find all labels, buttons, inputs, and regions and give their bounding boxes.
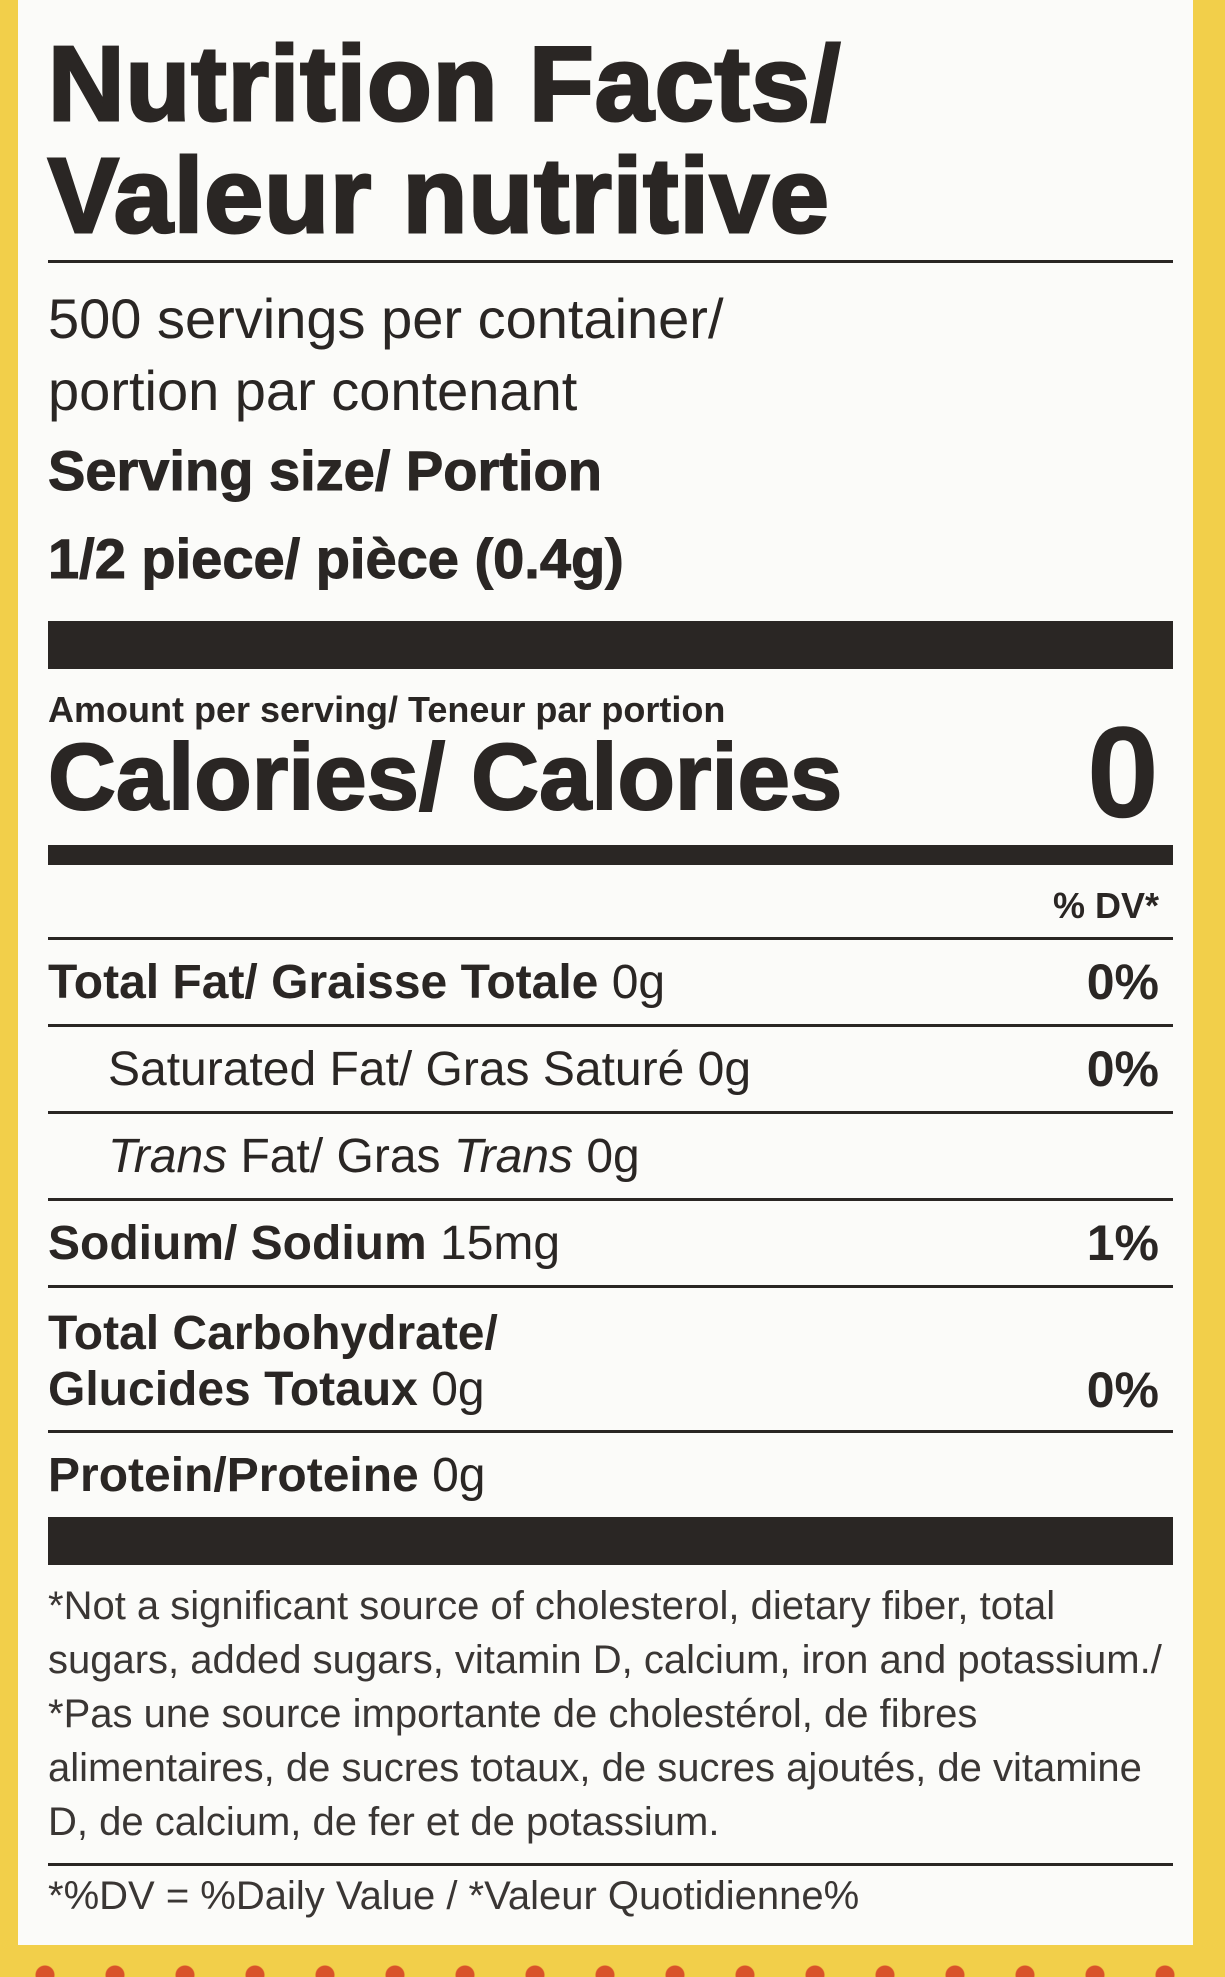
nutrient-row-carbohydrate: Total Carbohydrate/Glucides Totaux 0g 0%	[48, 1285, 1173, 1430]
nutrient-row-sodium: Sodium/ Sodium 15mg 1%	[48, 1198, 1173, 1285]
nutrient-label: Glucides Totaux	[48, 1363, 418, 1416]
title-english: Nutrition Facts/	[47, 25, 842, 143]
servings-line1: 500 servings per container/	[48, 287, 724, 350]
thick-divider	[48, 1517, 1173, 1565]
nutrient-amount: 0g	[611, 955, 666, 1009]
dv-note: *%DV = %Daily Value / *Valeur Quotidienn…	[48, 1863, 1173, 1919]
nutrient-row-trans-fat: Trans Fat/ Gras Trans 0g	[48, 1111, 1173, 1198]
title-french: Valeur nutritive	[47, 137, 831, 255]
nutrient-row-saturated-fat: Saturated Fat/ Gras Saturé 0g 0%	[48, 1024, 1173, 1111]
nutrient-amount: 0g	[586, 1129, 640, 1183]
calories-label: Calories/ Calories	[47, 723, 843, 830]
nutrient-dv: 0%	[1086, 954, 1159, 1010]
nutrient-label-italic: Trans	[453, 1129, 573, 1183]
nutrient-amount: 0g	[432, 1448, 486, 1502]
nutrient-label: Total Fat/ Graisse Totale	[48, 955, 599, 1009]
serving-size-value: 1/2 piece/ pièce (0.4g)	[48, 527, 625, 591]
serving-size: Serving size/ Portion 1/2 piece/ pièce (…	[48, 427, 1173, 603]
nutrient-dv: 1%	[1086, 1215, 1159, 1271]
calories-value: 0	[1086, 699, 1159, 845]
nutrient-dv: 0%	[1086, 1362, 1159, 1418]
footnote: *Not a significant source of cholesterol…	[48, 1584, 1162, 1844]
divider	[48, 260, 1173, 263]
nutrient-label: Protein/Proteine	[48, 1448, 419, 1502]
nutrient-amount: 0g	[697, 1042, 752, 1096]
calories-row: Calories/ Calories 0	[47, 707, 1173, 837]
nutrient-amount: 0g	[431, 1363, 485, 1416]
nutrient-row-total-fat: Total Fat/ Graisse Totale 0g 0%	[48, 937, 1173, 1024]
nutrient-label: Fat/ Gras	[227, 1129, 454, 1183]
medium-divider	[48, 845, 1173, 865]
nutrient-amount: 15mg	[440, 1216, 561, 1270]
nutrient-dv: 0%	[1086, 1041, 1159, 1097]
nutrient-label: Total Carbohydrate/	[48, 1307, 498, 1360]
servings-per-container: 500 servings per container/ portion par …	[48, 283, 1173, 427]
nutrition-label: Nutrition Facts/ Valeur nutritive 500 se…	[18, 0, 1193, 1945]
nutrient-row-protein: Protein/Proteine 0g	[48, 1430, 1173, 1517]
amount-per-serving: Amount per serving/ Teneur par portion	[48, 689, 726, 730]
nutrient-label-italic: Trans	[108, 1129, 228, 1183]
label-title: Nutrition Facts/ Valeur nutritive	[47, 25, 1173, 255]
thick-divider	[48, 621, 1173, 669]
servings-line2: portion par contenant	[48, 359, 578, 422]
nutrient-label: Saturated Fat/ Gras Saturé	[108, 1042, 685, 1096]
nutrient-label: Sodium/ Sodium	[48, 1216, 427, 1270]
dv-header: % DV*	[1052, 885, 1159, 926]
serving-size-label: Serving size/ Portion	[48, 439, 603, 503]
